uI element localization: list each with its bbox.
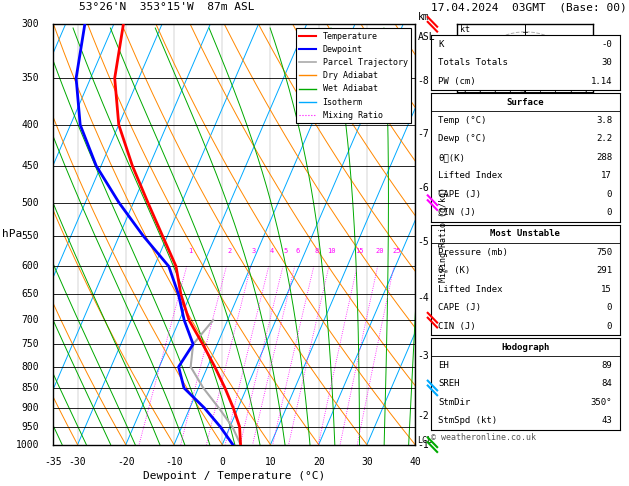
Text: 30: 30 — [601, 58, 612, 67]
Text: 17: 17 — [601, 172, 612, 180]
Text: 20: 20 — [376, 248, 384, 255]
Text: -10: -10 — [165, 457, 183, 468]
Text: -6: -6 — [417, 183, 429, 192]
Text: 0: 0 — [606, 208, 612, 217]
Text: -0: -0 — [601, 40, 612, 49]
Text: 20: 20 — [313, 457, 325, 468]
Text: 650: 650 — [21, 289, 39, 299]
Text: Totals Totals: Totals Totals — [438, 58, 508, 67]
Text: StmSpd (kt): StmSpd (kt) — [438, 417, 498, 425]
Text: 700: 700 — [21, 315, 39, 325]
Text: -20: -20 — [117, 457, 135, 468]
Text: © weatheronline.co.uk: © weatheronline.co.uk — [431, 433, 536, 442]
Text: 450: 450 — [21, 161, 39, 171]
Text: 288: 288 — [596, 153, 612, 162]
Text: -5: -5 — [417, 237, 429, 247]
Text: 550: 550 — [21, 231, 39, 241]
Text: -8: -8 — [417, 76, 429, 86]
Text: 600: 600 — [21, 261, 39, 271]
Text: 10: 10 — [265, 457, 276, 468]
Text: 400: 400 — [21, 120, 39, 130]
Text: Pressure (mb): Pressure (mb) — [438, 248, 508, 257]
Text: ASL: ASL — [418, 32, 436, 42]
Text: 950: 950 — [21, 422, 39, 432]
Text: K: K — [438, 40, 444, 49]
Text: CIN (J): CIN (J) — [438, 208, 476, 217]
Text: 10: 10 — [327, 248, 336, 255]
Text: Temp (°C): Temp (°C) — [438, 116, 487, 125]
Text: -2: -2 — [417, 411, 429, 421]
Text: LCL: LCL — [417, 435, 432, 445]
Text: Hodograph: Hodograph — [501, 343, 549, 351]
Text: Most Unstable: Most Unstable — [490, 229, 560, 238]
Text: Dewpoint / Temperature (°C): Dewpoint / Temperature (°C) — [143, 471, 325, 482]
Text: θᴄ(K): θᴄ(K) — [438, 153, 465, 162]
Text: 500: 500 — [21, 198, 39, 208]
Text: 300: 300 — [21, 19, 39, 29]
Text: 800: 800 — [21, 362, 39, 372]
Text: 25: 25 — [392, 248, 401, 255]
Text: hPa: hPa — [3, 229, 23, 240]
Text: -30: -30 — [69, 457, 86, 468]
Text: CAPE (J): CAPE (J) — [438, 303, 481, 312]
Text: 3.8: 3.8 — [596, 116, 612, 125]
Text: Mixing Ratio (g/kg): Mixing Ratio (g/kg) — [439, 187, 448, 282]
Text: 2: 2 — [227, 248, 231, 255]
Text: 6: 6 — [296, 248, 299, 255]
Text: 15: 15 — [355, 248, 364, 255]
Text: kt: kt — [460, 25, 470, 34]
Text: SREH: SREH — [438, 380, 460, 388]
Text: 2.2: 2.2 — [596, 135, 612, 143]
Text: Dewp (°C): Dewp (°C) — [438, 135, 487, 143]
Text: -35: -35 — [45, 457, 62, 468]
Text: 0: 0 — [220, 457, 225, 468]
Text: 1000: 1000 — [16, 440, 39, 450]
Text: CAPE (J): CAPE (J) — [438, 190, 481, 199]
Text: -3: -3 — [417, 351, 429, 361]
Text: 30: 30 — [361, 457, 373, 468]
Text: 750: 750 — [596, 248, 612, 257]
Legend: Temperature, Dewpoint, Parcel Trajectory, Dry Adiabat, Wet Adiabat, Isotherm, Mi: Temperature, Dewpoint, Parcel Trajectory… — [296, 29, 411, 123]
Text: 0: 0 — [606, 303, 612, 312]
Text: -4: -4 — [417, 293, 429, 303]
Text: 89: 89 — [601, 361, 612, 370]
Text: 5: 5 — [284, 248, 288, 255]
Text: 350: 350 — [21, 73, 39, 83]
Text: 40: 40 — [409, 457, 421, 468]
Text: θₑ (K): θₑ (K) — [438, 266, 470, 275]
Text: 1: 1 — [188, 248, 192, 255]
Text: 53°26'N  353°15'W  87m ASL: 53°26'N 353°15'W 87m ASL — [79, 2, 254, 12]
Text: EH: EH — [438, 361, 449, 370]
Text: 900: 900 — [21, 403, 39, 413]
Text: 4: 4 — [270, 248, 274, 255]
Text: 350°: 350° — [591, 398, 612, 407]
Text: StmDir: StmDir — [438, 398, 470, 407]
Text: -7: -7 — [417, 129, 429, 139]
Text: 291: 291 — [596, 266, 612, 275]
Text: PW (cm): PW (cm) — [438, 77, 476, 86]
Text: Lifted Index: Lifted Index — [438, 172, 503, 180]
Text: km: km — [418, 12, 430, 22]
Text: Lifted Index: Lifted Index — [438, 285, 503, 294]
Text: 0: 0 — [606, 322, 612, 330]
Text: 84: 84 — [601, 380, 612, 388]
Text: 8: 8 — [314, 248, 319, 255]
Text: 15: 15 — [601, 285, 612, 294]
Text: CIN (J): CIN (J) — [438, 322, 476, 330]
Text: Surface: Surface — [506, 98, 544, 106]
Text: 43: 43 — [601, 417, 612, 425]
Text: 3: 3 — [252, 248, 256, 255]
Text: 850: 850 — [21, 383, 39, 393]
Text: 750: 750 — [21, 339, 39, 349]
Text: 1.14: 1.14 — [591, 77, 612, 86]
Text: 17.04.2024  03GMT  (Base: 00): 17.04.2024 03GMT (Base: 00) — [431, 2, 626, 12]
Text: 0: 0 — [606, 190, 612, 199]
Text: -1: -1 — [417, 440, 429, 450]
